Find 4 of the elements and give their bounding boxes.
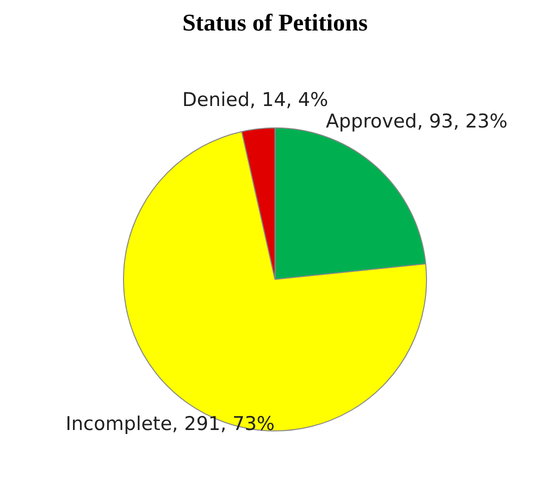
chart-title: Status of Petitions <box>182 10 368 37</box>
slice-label: Approved, 93, 23% <box>326 110 508 132</box>
slice-label: Denied, 14, 4% <box>182 88 328 111</box>
slice-label: Incomplete, 291, 73% <box>66 413 275 436</box>
